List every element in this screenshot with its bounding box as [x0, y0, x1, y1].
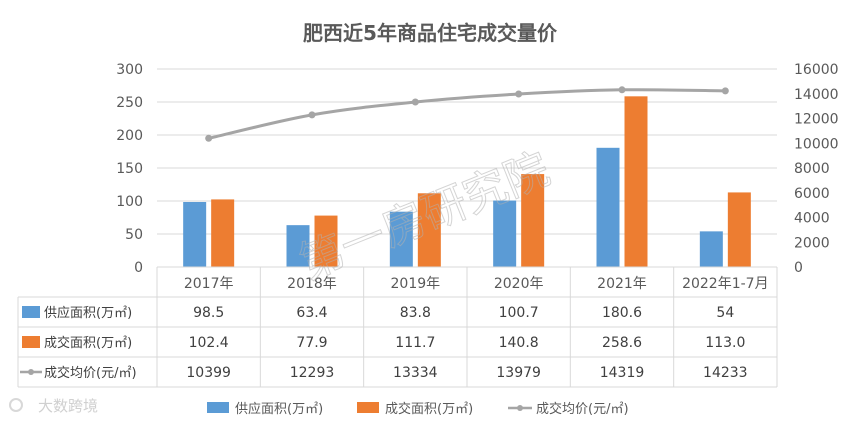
left-axis-tick-label: 0	[134, 260, 143, 276]
right-axis-tick-label: 10000	[794, 136, 839, 152]
price-point	[411, 98, 419, 106]
transaction-area-bar	[624, 96, 648, 267]
table-cell: 102.4	[189, 335, 229, 351]
supply-area-bar	[389, 211, 413, 267]
table-cell: 13334	[393, 365, 438, 381]
table-cell: 98.5	[193, 305, 224, 321]
logo-icon	[9, 398, 23, 412]
table-row-label: 成交面积(万㎡)	[44, 335, 132, 351]
bars	[183, 96, 751, 267]
table-cell: 140.8	[499, 335, 539, 351]
left-axis-tick-label: 300	[116, 62, 143, 78]
price-point	[618, 86, 626, 94]
price-point	[308, 111, 316, 119]
table-cell: 100.7	[499, 305, 539, 321]
transaction-area-bar	[521, 174, 545, 267]
legend-swatch	[357, 402, 379, 413]
left-axis-tick-label: 200	[116, 128, 143, 144]
supply-area-bar	[183, 201, 207, 267]
price-line	[205, 86, 729, 142]
right-axis-tick-label: 8000	[794, 161, 830, 177]
table-cell: 14233	[703, 365, 748, 381]
right-axis-tick-label: 4000	[794, 211, 830, 227]
table-cell: 13979	[496, 365, 541, 381]
supply-area-bar	[286, 225, 310, 267]
table-cell: 83.8	[400, 305, 431, 321]
table-cell: 77.9	[296, 335, 327, 351]
legend-label: 成交均价(元/㎡)	[536, 401, 629, 417]
transaction-area-bar	[314, 215, 338, 267]
left-axis-tick-label: 50	[125, 227, 143, 243]
table-cell: 111.7	[395, 335, 435, 351]
category-label: 2018年	[287, 276, 337, 292]
category-label: 2020年	[494, 276, 544, 292]
price-point	[721, 87, 729, 95]
price-point	[515, 90, 523, 98]
category-label: 2019年	[391, 276, 441, 292]
left-axis-tick-label: 150	[116, 161, 143, 177]
transaction-area-bar	[417, 193, 441, 267]
left-axis-tick-label: 250	[116, 95, 143, 111]
supply-area-bar	[493, 200, 517, 267]
chart-title: 肥西近5年商品住宅成交量价	[303, 21, 558, 45]
category-label: 2017年	[184, 276, 234, 292]
legend: 供应面积(万㎡) 成交面积(万㎡) 成交均价(元/㎡)	[207, 401, 629, 417]
legend-label: 成交面积(万㎡)	[385, 401, 473, 417]
table-legend-key	[28, 369, 34, 375]
table-cell: 12293	[290, 365, 335, 381]
gridlines	[157, 68, 777, 268]
supply-area-bar	[596, 147, 620, 267]
table-cell: 180.6	[602, 305, 642, 321]
right-axis-tick-label: 2000	[794, 235, 830, 251]
table-cell: 258.6	[602, 335, 642, 351]
supply-area-bar	[699, 231, 723, 267]
table-cell: 54	[716, 305, 734, 321]
table-legend-key	[22, 306, 40, 318]
price-line-path	[208, 88, 726, 140]
brand-logo: 大数跨境	[9, 397, 98, 415]
data-table: 2017年 2018年 2019年 2020年 2021年 2022年1-7月供应面积(万…	[17, 266, 778, 388]
right-axis-tick-label: 14000	[794, 87, 839, 103]
table-cell: 14319	[600, 365, 645, 381]
legend-swatch	[207, 402, 229, 413]
right-axis-tick-label: 16000	[794, 62, 839, 78]
left-axis-tick-label: 100	[116, 194, 143, 210]
left-axis-ticks: 0 50 100 150 200 250 300	[116, 62, 143, 276]
right-axis-ticks: 0 2000 4000 6000 8000 10000 12000 14000 16000	[794, 62, 839, 276]
category-label: 2021年	[597, 276, 647, 292]
transaction-area-bar	[211, 199, 235, 267]
price-point	[205, 134, 213, 142]
right-axis-tick-label: 0	[794, 260, 803, 276]
brand-logo-text: 大数跨境	[38, 397, 98, 415]
right-axis-tick-label: 12000	[794, 112, 839, 128]
table-row-label: 成交均价(元/㎡)	[44, 365, 137, 381]
legend-label: 供应面积(万㎡)	[235, 401, 323, 417]
right-axis-tick-label: 6000	[794, 186, 830, 202]
table-legend-key	[22, 336, 40, 348]
table-row-label: 供应面积(万㎡)	[44, 305, 132, 321]
transaction-area-bar	[727, 192, 751, 267]
category-label: 2022年1-7月	[682, 276, 769, 292]
legend-swatch	[517, 405, 523, 411]
table-cell: 113.0	[705, 335, 745, 351]
table-cell: 63.4	[296, 305, 327, 321]
table-cell: 10399	[186, 365, 231, 381]
